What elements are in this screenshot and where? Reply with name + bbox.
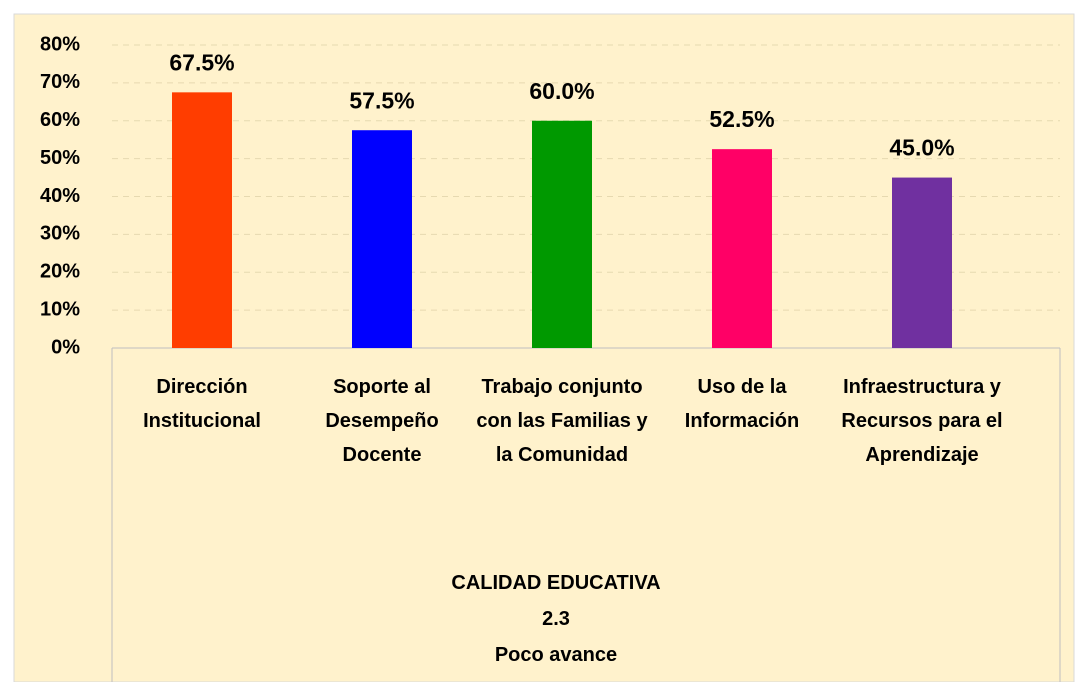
bar [712, 149, 772, 348]
x-tick-label: Uso de la Información [684, 376, 800, 432]
x-axis-title: CALIDAD EDUCATIVA [451, 572, 661, 594]
y-tick-label: 30% [40, 223, 80, 245]
x-tick-label: Trabajo conjunto con las Familias y la C… [476, 376, 648, 466]
value-label: 45.0% [889, 135, 954, 161]
y-tick-label: 50% [40, 147, 80, 169]
y-tick-label: 80% [40, 33, 80, 55]
value-label: 57.5% [349, 87, 414, 113]
y-tick-label: 60% [40, 109, 80, 131]
bar [352, 130, 412, 348]
value-label: 67.5% [169, 49, 234, 75]
y-tick-label: 40% [40, 185, 80, 207]
y-tick-label: 0% [51, 336, 80, 358]
bar [892, 177, 952, 348]
x-axis-title: 2.3 [542, 608, 570, 630]
x-axis-title: Poco avance [494, 644, 618, 666]
bar [172, 92, 232, 348]
value-label: 52.5% [709, 106, 774, 132]
value-label: 60.0% [529, 78, 594, 104]
y-tick-label: 20% [40, 261, 80, 283]
y-tick-label: 70% [40, 71, 80, 93]
bar [532, 120, 592, 348]
x-tick-label: Soporte al Desempeño Docente [325, 376, 439, 466]
x-tick-label: Dirección Institucional [143, 376, 261, 432]
x-tick-label: Infraestructura y Recursos para el Apren… [841, 376, 1003, 466]
y-tick-label: 10% [40, 298, 80, 320]
